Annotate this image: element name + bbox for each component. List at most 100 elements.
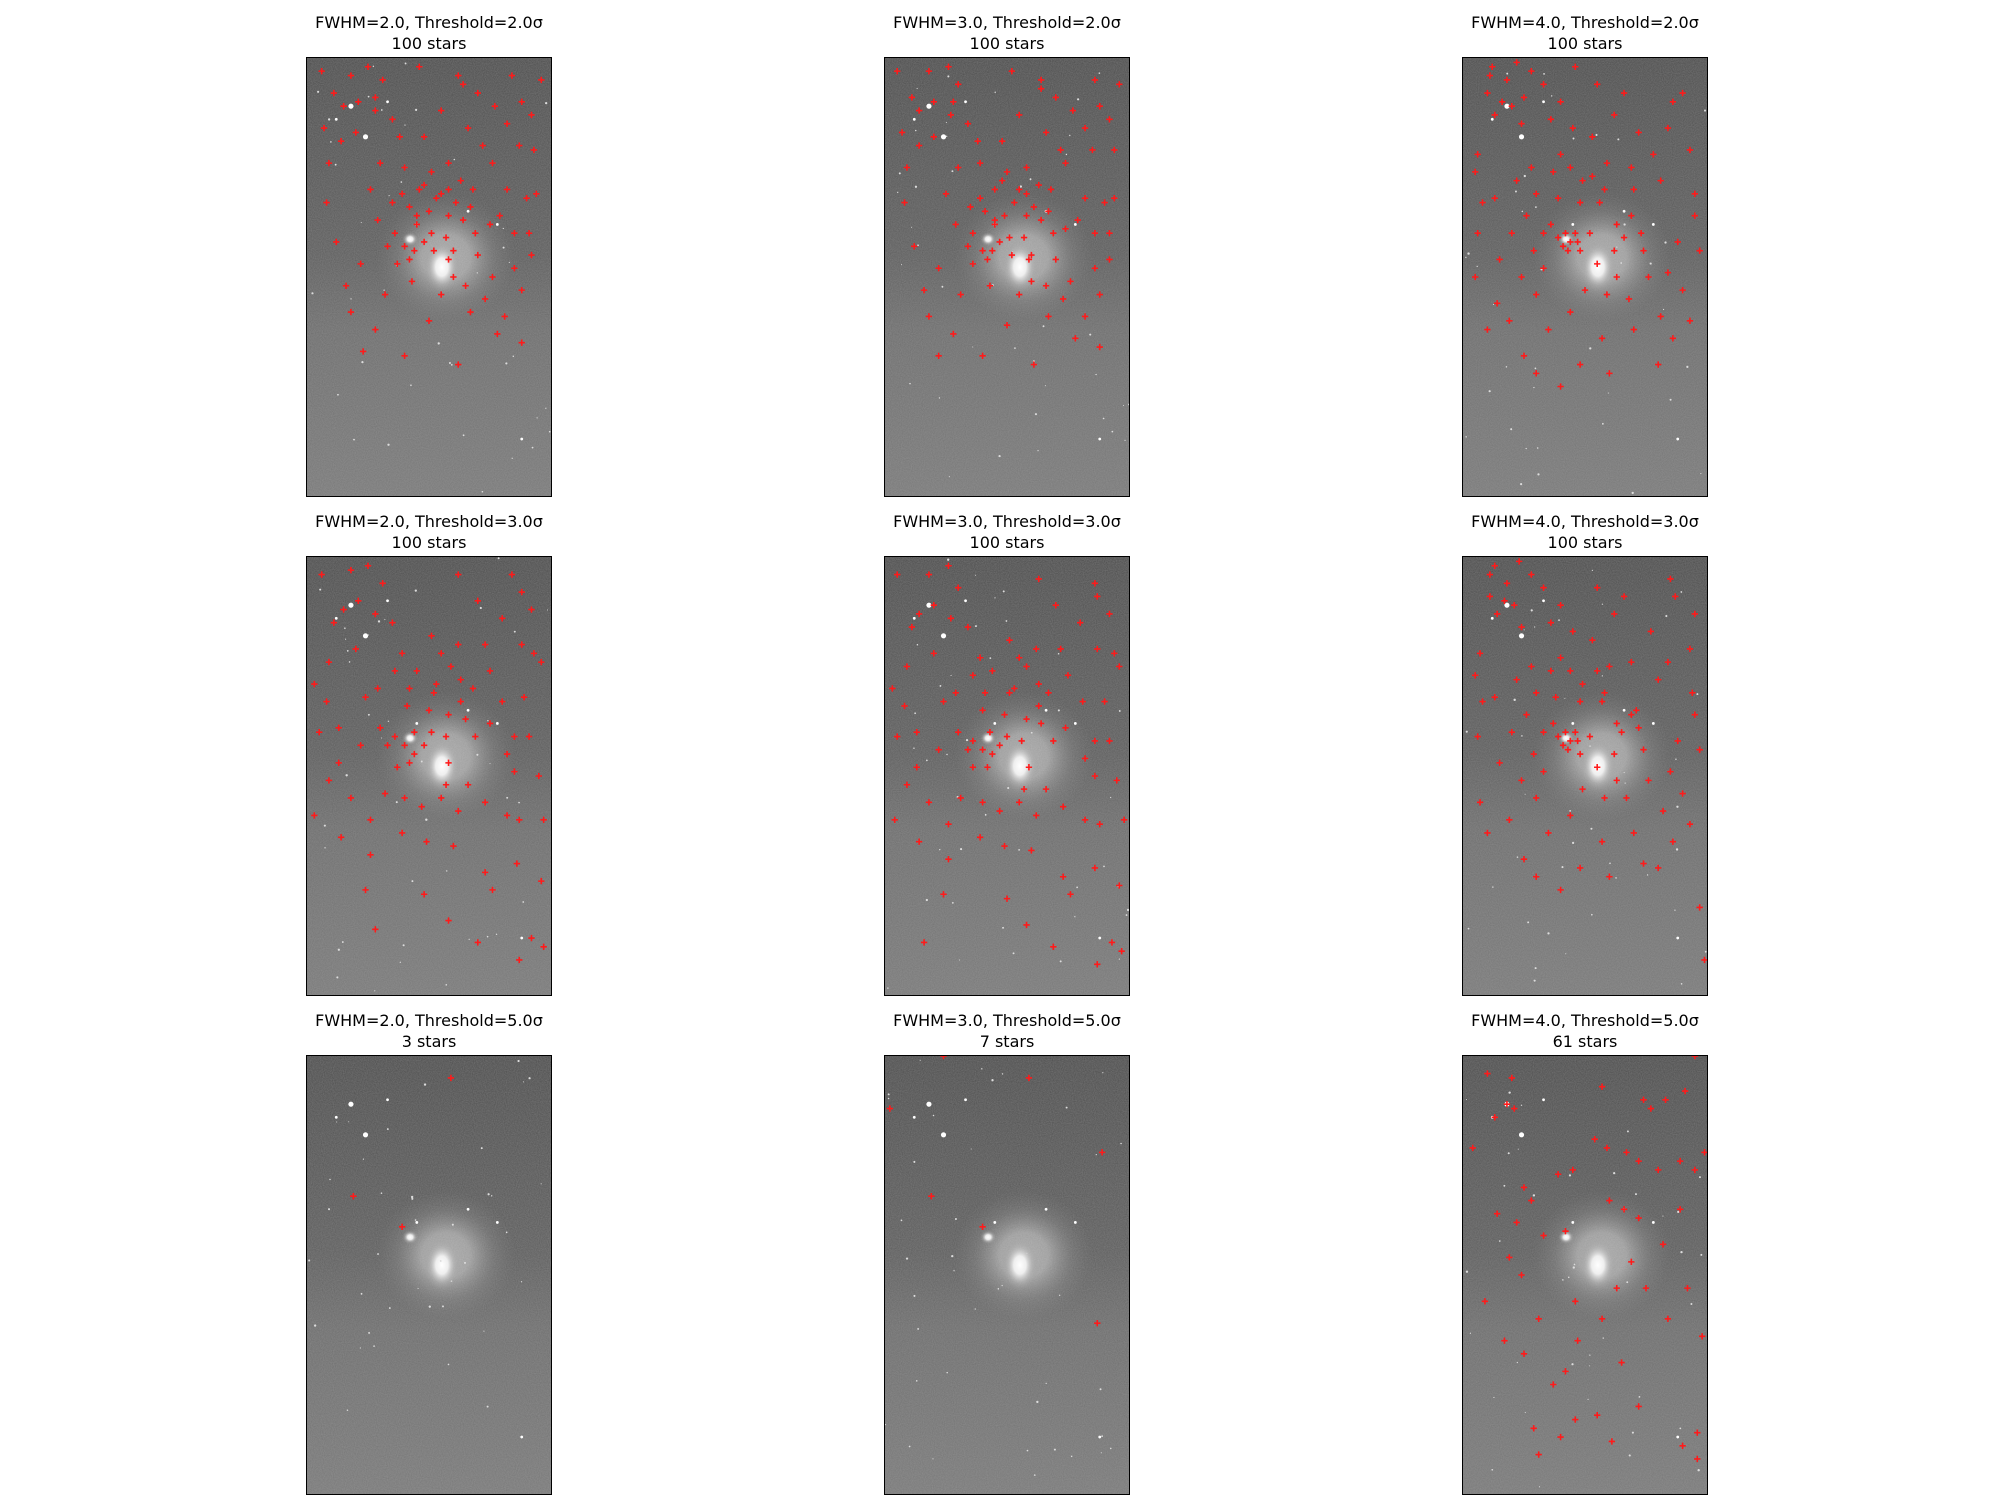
point-star (415, 722, 419, 725)
detection-marker (1091, 76, 1099, 84)
detection-marker (1108, 939, 1116, 946)
detection-marker (1508, 729, 1515, 736)
detection-marker (1603, 159, 1611, 167)
point-star (362, 1132, 369, 1138)
faint-star (1059, 960, 1062, 963)
detection-marker (418, 803, 425, 810)
faint-star (1525, 447, 1527, 450)
detection-marker (930, 601, 937, 609)
detection-marker (1498, 98, 1506, 105)
faint-star (965, 738, 969, 742)
detection-marker (901, 199, 908, 206)
detection-marker (991, 186, 998, 193)
faint-star (951, 170, 954, 173)
nebula-core (1002, 1239, 1038, 1291)
detection-marker (1035, 575, 1042, 583)
faint-star (388, 1307, 391, 1309)
detection-marker (1033, 645, 1040, 653)
detection-marker (528, 606, 535, 613)
faint-star (1465, 730, 1468, 733)
faint-star (1534, 626, 1536, 628)
faint-star (1089, 333, 1092, 336)
detection-marker (499, 698, 506, 705)
detection-marker (1001, 842, 1008, 850)
detection-marker (1520, 94, 1528, 101)
detection-marker (1589, 173, 1596, 180)
faint-star (1057, 652, 1060, 655)
faint-star (1534, 367, 1537, 370)
detection-marker (425, 317, 433, 324)
detection-marker (425, 707, 433, 714)
detection-marker (1598, 335, 1606, 342)
detection-marker (408, 278, 416, 285)
faint-star (480, 1147, 483, 1150)
detection-marker (1096, 291, 1103, 298)
nebula-core (1580, 1239, 1616, 1291)
faint-star (1674, 909, 1676, 911)
detection-marker (1106, 737, 1113, 745)
panel-star-count: 100 stars (1547, 533, 1623, 552)
faint-star (1517, 1148, 1519, 1150)
detection-marker (1481, 1298, 1489, 1305)
faint-star (417, 1287, 419, 1290)
detection-marker (406, 685, 413, 692)
detection-marker (1486, 72, 1494, 79)
detection-marker (1491, 693, 1498, 701)
detection-marker (486, 667, 494, 675)
panel-title: FWHM=2.0, Threshold=2.0σ 100 stars (226, 12, 632, 54)
detection-marker (1576, 698, 1584, 705)
detection-marker (503, 750, 511, 758)
faint-star (1123, 404, 1125, 407)
faint-star (528, 1077, 531, 1080)
detection-marker (347, 794, 355, 802)
detection-marker (1089, 146, 1096, 154)
detection-marker (1028, 251, 1035, 259)
detection-marker (1628, 164, 1635, 171)
detection-marker (969, 737, 977, 745)
faint-star (1521, 735, 1523, 737)
detection-marker (1642, 1284, 1650, 1292)
faint-star (1527, 921, 1530, 924)
faint-star (387, 720, 390, 722)
detection-marker (352, 645, 359, 653)
detection-marker (1098, 1149, 1106, 1156)
detection-marker (1645, 273, 1652, 281)
detection-marker (1506, 317, 1513, 324)
faint-star (451, 1223, 454, 1226)
faint-star (1026, 1449, 1029, 1452)
detection-marker (998, 138, 1006, 145)
detection-marker (1528, 67, 1535, 75)
detection-marker (1045, 689, 1052, 696)
faint-star (1530, 609, 1533, 612)
detection-marker (528, 934, 535, 942)
detection-marker (1540, 1232, 1547, 1239)
point-star (495, 722, 499, 725)
faint-star (512, 355, 515, 358)
detection-marker (1059, 295, 1067, 303)
detection-marker (433, 194, 440, 202)
detection-marker (1091, 772, 1099, 780)
detection-marker (425, 208, 433, 215)
detection-marker (330, 89, 338, 97)
detection-marker (538, 877, 545, 885)
detection-marker (357, 742, 364, 749)
faint-star (1488, 390, 1491, 393)
faint-star (450, 1280, 453, 1282)
detection-marker (1611, 750, 1618, 758)
faint-star (337, 948, 340, 951)
faint-star (1465, 256, 1467, 259)
point-star (1098, 936, 1102, 940)
detection-marker (335, 724, 342, 732)
detection-marker (445, 159, 452, 167)
detection-marker (1557, 151, 1564, 158)
faint-star (950, 674, 952, 677)
faint-star (1591, 913, 1593, 916)
detection-marker (411, 729, 418, 736)
detection-marker (1601, 794, 1608, 802)
panel-title: FWHM=4.0, Threshold=3.0σ 100 stars (1382, 511, 1788, 553)
faint-star (1058, 1294, 1061, 1296)
faint-star (1001, 1073, 1004, 1075)
detection-marker (1676, 1157, 1684, 1165)
detection-marker (1052, 256, 1059, 263)
detection-marker (1579, 680, 1586, 688)
